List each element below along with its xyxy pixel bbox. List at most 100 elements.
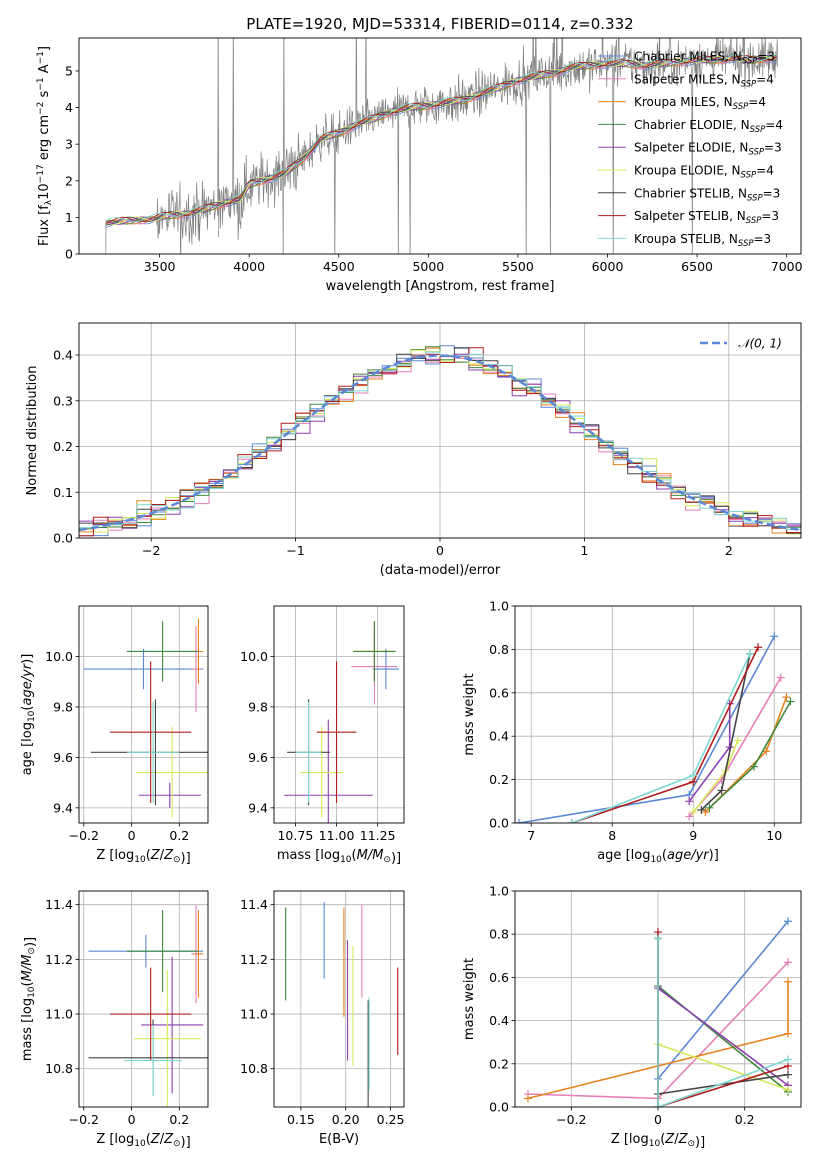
x-tick-label: 10 (766, 828, 782, 843)
age-vs-mass-grid (274, 606, 404, 823)
weight-marker (784, 958, 792, 967)
weight-series-line-3 (657, 938, 789, 1093)
x-tick-label: 2 (725, 543, 733, 558)
model-fit-line-5 (105, 55, 777, 226)
y-tick-label: 11.2 (45, 952, 73, 967)
age-vs-mass-x-axis-label: mass [log10(M/M⊙)] (277, 848, 401, 866)
y-tick-label: 9.6 (53, 750, 73, 765)
legend-entry-6: Chabrier STELIB, NSSP=3 (634, 186, 780, 203)
y-tick-label: 2 (65, 173, 73, 188)
y-tick-label: 10.8 (45, 1061, 73, 1076)
y-tick-label: 10.8 (240, 1061, 268, 1076)
mass-weight-vs-age-grid (515, 605, 801, 824)
y-tick-label: 9.8 (53, 699, 73, 714)
errorbar-point-0 (83, 648, 204, 690)
axes-frame (78, 890, 209, 1108)
y-tick-label: 1 (65, 210, 73, 225)
weight-series-line-0 (518, 636, 776, 823)
legend-entry-4: Salpeter ELODIE, NSSP=3 (634, 141, 782, 158)
x-tick-label: 8 (608, 828, 616, 843)
errorbar-point-3 (126, 910, 199, 993)
weight-marker (515, 819, 524, 823)
y-tick-label: 11.4 (240, 897, 268, 912)
weight-series-line-5 (657, 1043, 789, 1091)
x-tick-label: 7 (527, 828, 535, 843)
axes-frame (514, 890, 802, 1108)
y-tick-label: 0.4 (489, 729, 509, 744)
weight-marker (784, 977, 792, 986)
x-tick-label: 1 (580, 543, 588, 558)
model-fit-line-2 (105, 55, 777, 225)
x-tick-label: 5000 (412, 259, 444, 274)
weight-marker (770, 632, 779, 641)
mass-vs-Z-x-axis-label: Z [log10(Z/Z⊙)] (96, 1132, 190, 1150)
weight-marker (717, 786, 726, 795)
weight-marker (786, 697, 795, 706)
mass-vs-EBV-plot-area (285, 901, 399, 1107)
spectrum-panel: 3500 4000 4500 5000 5500 6000 6500 7000 0 1 2 3 4 5 wa… (36, 37, 803, 294)
x-tick-label: 4500 (323, 259, 355, 274)
x-tick-label: 0.15 (287, 1112, 315, 1127)
axes-frame (514, 605, 802, 824)
legend-entry-1: Salpeter MILES, NSSP=4 (634, 72, 774, 89)
x-tick-label: 0.2 (169, 828, 189, 843)
y-tick-label: 9.4 (248, 800, 268, 815)
residual-histogram-plot-area (79, 345, 801, 537)
weight-marker (567, 819, 576, 823)
weight-marker (782, 693, 791, 702)
normal-curve-line (79, 354, 801, 532)
mass-weight-vs-age-x-axis-label: age [log10(age/yr)] (597, 848, 719, 865)
weight-marker (697, 805, 706, 814)
weight-marker (784, 1029, 792, 1038)
legend-entry-5: Kroupa ELODIE, NSSP=4 (634, 164, 774, 181)
x-tick-label: 3500 (144, 259, 176, 274)
residual-histogram-panel: −2 −1 0 1 2 0.0 0.1 0.2 0.3 0.4 (data-model)/error… (25, 322, 802, 578)
legend-entry-3: Chabrier ELODIE, NSSP=4 (634, 118, 783, 135)
x-tick-label: 5500 (502, 259, 534, 274)
y-tick-label: 0.6 (489, 685, 509, 700)
mass-weight-vs-Z-plot-area (524, 917, 792, 1107)
y-tick-label: 9.4 (53, 800, 73, 815)
weight-marker (754, 643, 763, 652)
weight-marker (745, 649, 754, 658)
weight-series-line-8 (657, 938, 789, 1107)
figure-title: PLATE=1920, MJD=53314, FIBERID=0114, z=0… (246, 15, 633, 33)
x-tick-label: 0.20 (332, 1112, 360, 1127)
y-tick-label: 0.8 (489, 642, 509, 657)
axes-frame (78, 37, 802, 255)
weight-marker (689, 771, 698, 780)
weight-marker (784, 917, 792, 926)
errorbar-point-7 (110, 661, 192, 803)
model-fit-line-7 (105, 54, 777, 225)
weight-marker (654, 934, 662, 943)
mass-weight-vs-Z-x-axis-label: Z [log10(Z/Z⊙)] (611, 1132, 705, 1150)
errorbar-point-5 (136, 727, 208, 818)
errorbar-point-3 (352, 621, 396, 682)
errorbar-point-0 (372, 648, 400, 690)
age-vs-Z-plot-area (83, 618, 208, 818)
x-tick-label: 7000 (771, 259, 803, 274)
mass-vs-Z-plot-area (88, 904, 208, 1107)
errorbar-point-4 (283, 719, 373, 823)
x-tick-label: 9 (689, 828, 697, 843)
weight-marker (762, 747, 771, 756)
y-tick-label: 0.2 (489, 1056, 509, 1071)
x-tick-label: 11.25 (360, 828, 396, 843)
x-tick-label: 10.75 (277, 828, 313, 843)
x-tick-label: 4000 (233, 259, 265, 274)
weight-marker (705, 803, 714, 812)
spectrum-x-axis-label: wavelength [Angstrom, rest frame] (326, 279, 555, 294)
y-tick-label: 0.2 (489, 772, 509, 787)
errorbar-point-4 (138, 782, 201, 808)
histogram-legend: 𝒩(0, 1) (700, 337, 782, 351)
y-tick-label: 0 (65, 247, 73, 262)
spectrum-plot-area (105, 38, 779, 254)
weight-marker (784, 1055, 792, 1064)
model-fit-line-8 (105, 53, 777, 223)
y-tick-label: 1.0 (489, 599, 509, 614)
weight-marker (524, 1094, 532, 1103)
weight-marker (733, 736, 742, 745)
y-tick-label: 0.3 (53, 393, 73, 408)
axes-frame (78, 322, 802, 539)
spectrum-y-axis-label: Flux [fλ10−17 erg cm−2 s−1 A−1] (36, 46, 54, 246)
